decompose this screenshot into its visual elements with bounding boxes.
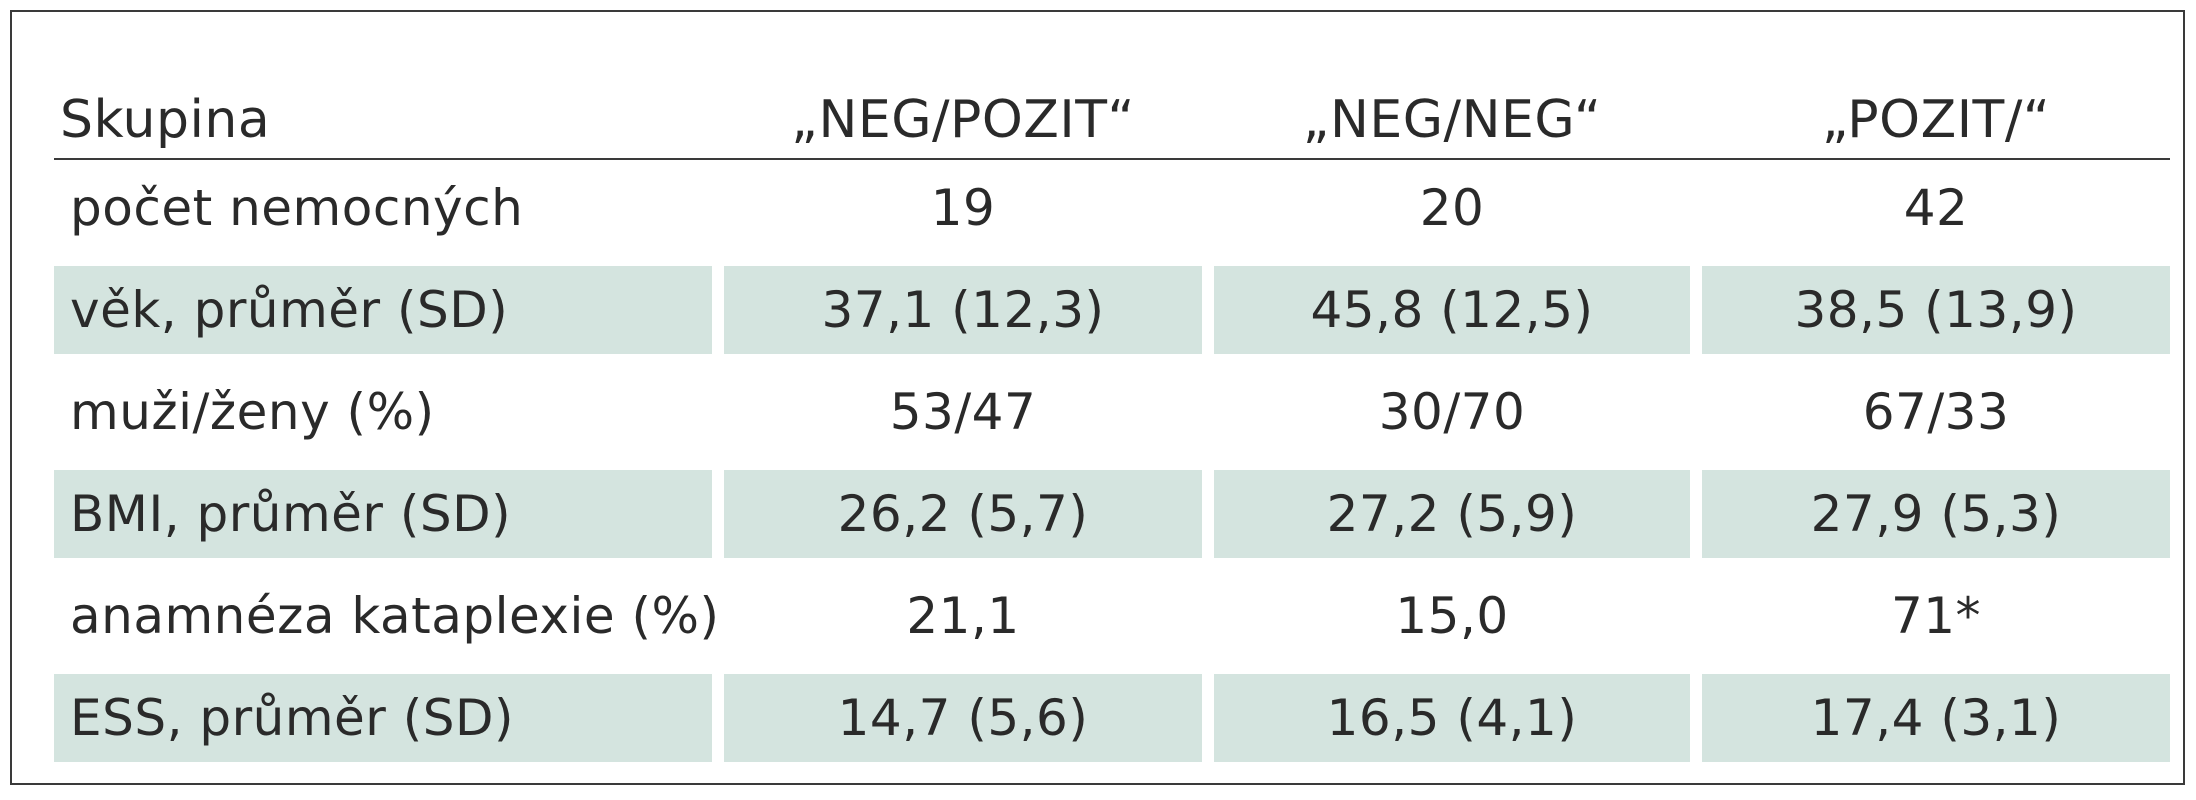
- row-value-neg-neg: 27,2 (5,9): [1214, 470, 1690, 558]
- row-value-neg-pozit: 19: [930, 179, 996, 237]
- header-cell-pozit: „POZIT/“: [1821, 90, 2051, 150]
- row-value-pozit: 71*: [1890, 587, 1982, 645]
- row-value-pozit: 17,4 (3,1): [1702, 674, 2170, 762]
- row-value-pozit: 42: [1903, 179, 1969, 237]
- table-row: anamnéza kataplexie (%) 21,1 15,0 71*: [54, 572, 2170, 660]
- data-table: Skupina „NEG/POZIT“ „NEG/NEG“ „POZIT/“ p…: [54, 82, 2170, 780]
- table-row: BMI, průměr (SD) 26,2 (5,7) 27,2 (5,9) 2…: [54, 470, 2170, 558]
- row-value-neg-neg: 15,0: [1395, 587, 1509, 645]
- row-value-neg-pozit: 14,7 (5,6): [724, 674, 1202, 762]
- row-label: anamnéza kataplexie (%): [70, 587, 720, 645]
- row-value-pozit: 67/33: [1862, 383, 2010, 441]
- row-label: BMI, průměr (SD): [54, 470, 712, 558]
- row-value-neg-pozit: 37,1 (12,3): [724, 266, 1202, 354]
- table-row: počet nemocných 19 20 42: [54, 164, 2170, 252]
- header-cell-neg-pozit: „NEG/POZIT“: [791, 90, 1135, 150]
- row-label: počet nemocných: [70, 179, 524, 237]
- row-value-neg-pozit: 26,2 (5,7): [724, 470, 1202, 558]
- row-value-pozit: 27,9 (5,3): [1702, 470, 2170, 558]
- table-frame: Skupina „NEG/POZIT“ „NEG/NEG“ „POZIT/“ p…: [10, 10, 2185, 785]
- header-cell-group: Skupina: [60, 90, 271, 150]
- row-label: věk, průměr (SD): [54, 266, 712, 354]
- row-value-neg-neg: 30/70: [1378, 383, 1526, 441]
- row-value-pozit: 38,5 (13,9): [1702, 266, 2170, 354]
- table-row: věk, průměr (SD) 37,1 (12,3) 45,8 (12,5)…: [54, 266, 2170, 354]
- header-divider: [54, 158, 2170, 160]
- row-value-neg-neg: 20: [1419, 179, 1485, 237]
- row-label: ESS, průměr (SD): [54, 674, 712, 762]
- row-value-neg-neg: 16,5 (4,1): [1214, 674, 1690, 762]
- header-cell-neg-neg: „NEG/NEG“: [1302, 90, 1602, 150]
- row-value-neg-pozit: 21,1: [906, 587, 1020, 645]
- table-row: muži/ženy (%) 53/47 30/70 67/33: [54, 368, 2170, 456]
- row-value-neg-pozit: 53/47: [889, 383, 1037, 441]
- row-label: muži/ženy (%): [70, 383, 435, 441]
- row-value-neg-neg: 45,8 (12,5): [1214, 266, 1690, 354]
- table-row: ESS, průměr (SD) 14,7 (5,6) 16,5 (4,1) 1…: [54, 674, 2170, 762]
- table-header-row: Skupina „NEG/POZIT“ „NEG/NEG“ „POZIT/“: [54, 82, 2170, 158]
